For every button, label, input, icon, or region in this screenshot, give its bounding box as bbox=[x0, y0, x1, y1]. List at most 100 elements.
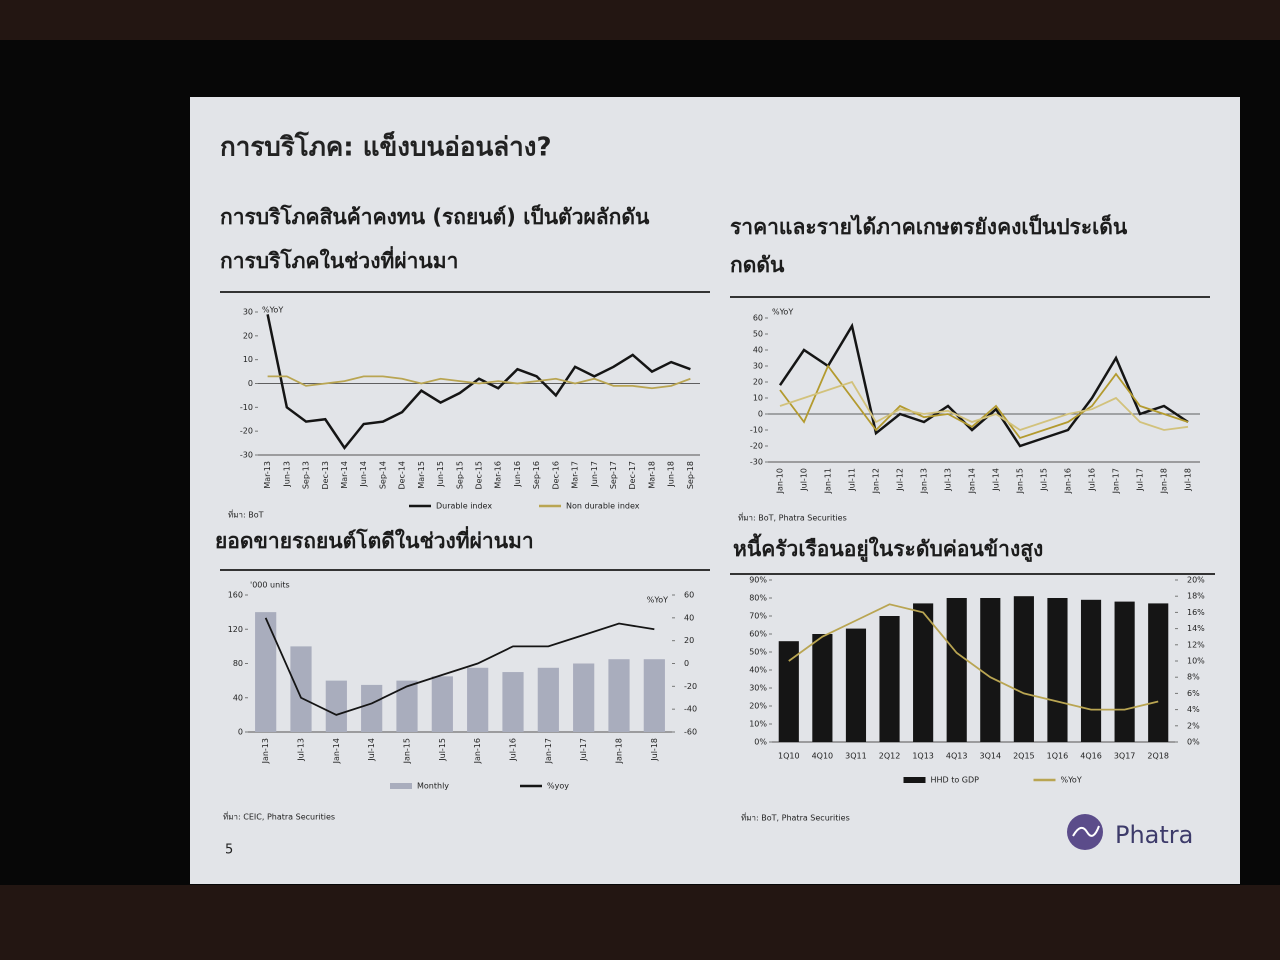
y2-tick-label: 20% bbox=[1187, 576, 1205, 585]
x-tick-label: Mar-18 bbox=[647, 461, 656, 489]
y-tick-label: 50 bbox=[753, 330, 763, 339]
x-tick-label: Jul-16 bbox=[1088, 468, 1097, 492]
x-tick-label: Sep-16 bbox=[532, 461, 541, 489]
line-series bbox=[267, 375, 691, 390]
y-tick-label: 30 bbox=[753, 362, 763, 371]
y-tick-label: -20 bbox=[750, 442, 763, 451]
source-note: ที่มา: BoT bbox=[228, 509, 264, 520]
y-tick-label: -20 bbox=[240, 427, 253, 436]
x-tick-label: Sep-18 bbox=[686, 461, 695, 489]
y2-tick-label: 12% bbox=[1187, 640, 1205, 649]
bar bbox=[879, 616, 900, 742]
y-tick-label: 120 bbox=[228, 625, 243, 634]
y-tick-label: -10 bbox=[750, 426, 763, 435]
y2-tick-label: 0 bbox=[684, 659, 689, 668]
x-tick-label: Jul-15 bbox=[438, 738, 447, 762]
bar bbox=[325, 680, 347, 732]
y-tick-label: 80 bbox=[233, 659, 243, 668]
legend-label: %YoY bbox=[1061, 776, 1082, 785]
bar bbox=[608, 659, 630, 732]
bar bbox=[467, 667, 489, 732]
x-tick-label: Mar-16 bbox=[494, 461, 503, 489]
y2-tick-label: 16% bbox=[1187, 608, 1205, 617]
y2-unit: %YoY bbox=[647, 596, 668, 605]
x-tick-label: Dec-17 bbox=[628, 461, 637, 490]
x-tick-label: Jan-15 bbox=[403, 738, 412, 764]
logo-text: Phatra bbox=[1115, 821, 1193, 849]
x-tick-label: Dec-15 bbox=[475, 461, 484, 490]
x-tick-label: Jul-11 bbox=[848, 468, 857, 492]
chart-title: ราคาและรายได้ภาคเกษตรยังคงเป็นประเด็น bbox=[730, 213, 1128, 239]
y-tick-label: 80% bbox=[749, 594, 767, 603]
y2-tick-label: -60 bbox=[684, 728, 697, 737]
logo-swoosh bbox=[1072, 825, 1100, 837]
bar bbox=[913, 603, 934, 742]
x-tick-label: Jun-14 bbox=[359, 461, 368, 488]
x-tick-label: Jul-17 bbox=[579, 738, 588, 762]
x-tick-label: Jan-16 bbox=[473, 738, 482, 764]
chart-title: ยอดขายรถยนต์โตดีในช่วงที่ผ่านมา bbox=[215, 525, 534, 553]
x-tick-label: Jan-13 bbox=[261, 738, 270, 764]
page-number: 5 bbox=[225, 843, 233, 858]
legend-label: Non durable index bbox=[566, 502, 640, 511]
y2-tick-label: 2% bbox=[1187, 721, 1200, 730]
x-tick-label: 4Q10 bbox=[812, 752, 834, 761]
line-series bbox=[788, 603, 1159, 711]
x-tick-label: Mar-14 bbox=[340, 461, 349, 489]
bar bbox=[1148, 603, 1169, 742]
y-unit: %YoY bbox=[262, 306, 283, 315]
legend-label: HHD to GDP bbox=[931, 776, 980, 785]
legend-swatch bbox=[903, 777, 926, 783]
x-tick-label: Jun-13 bbox=[282, 461, 291, 488]
y-tick-label: 0 bbox=[758, 410, 763, 419]
y2-tick-label: 8% bbox=[1187, 673, 1200, 682]
x-tick-label: Jan-10 bbox=[776, 468, 785, 494]
bar bbox=[361, 684, 383, 732]
y-tick-label: 160 bbox=[228, 591, 243, 600]
y-tick-label: 0% bbox=[754, 738, 767, 747]
x-tick-label: Dec-16 bbox=[551, 461, 560, 490]
source-note: ที่มา: BoT, Phatra Securities bbox=[741, 812, 850, 823]
legend-label: Durable index bbox=[436, 502, 492, 511]
x-tick-label: Jan-13 bbox=[920, 468, 929, 494]
x-tick-label: Jul-14 bbox=[992, 468, 1001, 492]
y2-tick-label: -20 bbox=[684, 682, 697, 691]
x-tick-label: Jul-18 bbox=[1184, 468, 1193, 492]
y-tick-label: 30 bbox=[243, 308, 253, 317]
bar bbox=[812, 634, 833, 742]
legend-swatch bbox=[390, 783, 412, 789]
bar bbox=[255, 612, 277, 732]
x-tick-label: 4Q13 bbox=[946, 752, 968, 761]
bar bbox=[290, 646, 312, 732]
bar bbox=[946, 598, 967, 742]
x-tick-label: Jan-11 bbox=[824, 468, 833, 494]
y-unit: '000 units bbox=[250, 581, 290, 590]
x-tick-label: Jun-18 bbox=[667, 461, 676, 488]
y-tick-label: 10 bbox=[243, 355, 253, 364]
y-tick-label: 90% bbox=[749, 576, 767, 585]
y-tick-label: 40 bbox=[753, 346, 763, 355]
x-tick-label: Jul-18 bbox=[650, 738, 659, 762]
x-tick-label: 2Q12 bbox=[879, 752, 901, 761]
y-tick-label: -10 bbox=[240, 403, 253, 412]
bar bbox=[845, 628, 867, 742]
bar bbox=[1114, 601, 1135, 742]
x-tick-label: 3Q11 bbox=[845, 752, 867, 761]
x-tick-label: Jan-16 bbox=[1064, 468, 1073, 494]
bar bbox=[1013, 596, 1034, 742]
y2-tick-label: 18% bbox=[1187, 592, 1205, 601]
x-tick-label: Mar-17 bbox=[571, 461, 580, 489]
x-tick-label: Jan-12 bbox=[872, 468, 881, 494]
y-tick-label: 10% bbox=[749, 720, 767, 729]
chart-title: กดดัน bbox=[730, 253, 785, 277]
bar bbox=[502, 672, 524, 732]
y-tick-label: 40 bbox=[233, 693, 243, 702]
x-tick-label: Jul-10 bbox=[800, 468, 809, 492]
x-tick-label: 2Q15 bbox=[1013, 752, 1035, 761]
x-tick-label: Sep-13 bbox=[302, 461, 311, 489]
bar bbox=[537, 667, 559, 732]
y2-tick-label: 4% bbox=[1187, 705, 1200, 714]
y2-tick-label: -40 bbox=[684, 705, 697, 714]
y-tick-label: 20% bbox=[749, 702, 767, 711]
